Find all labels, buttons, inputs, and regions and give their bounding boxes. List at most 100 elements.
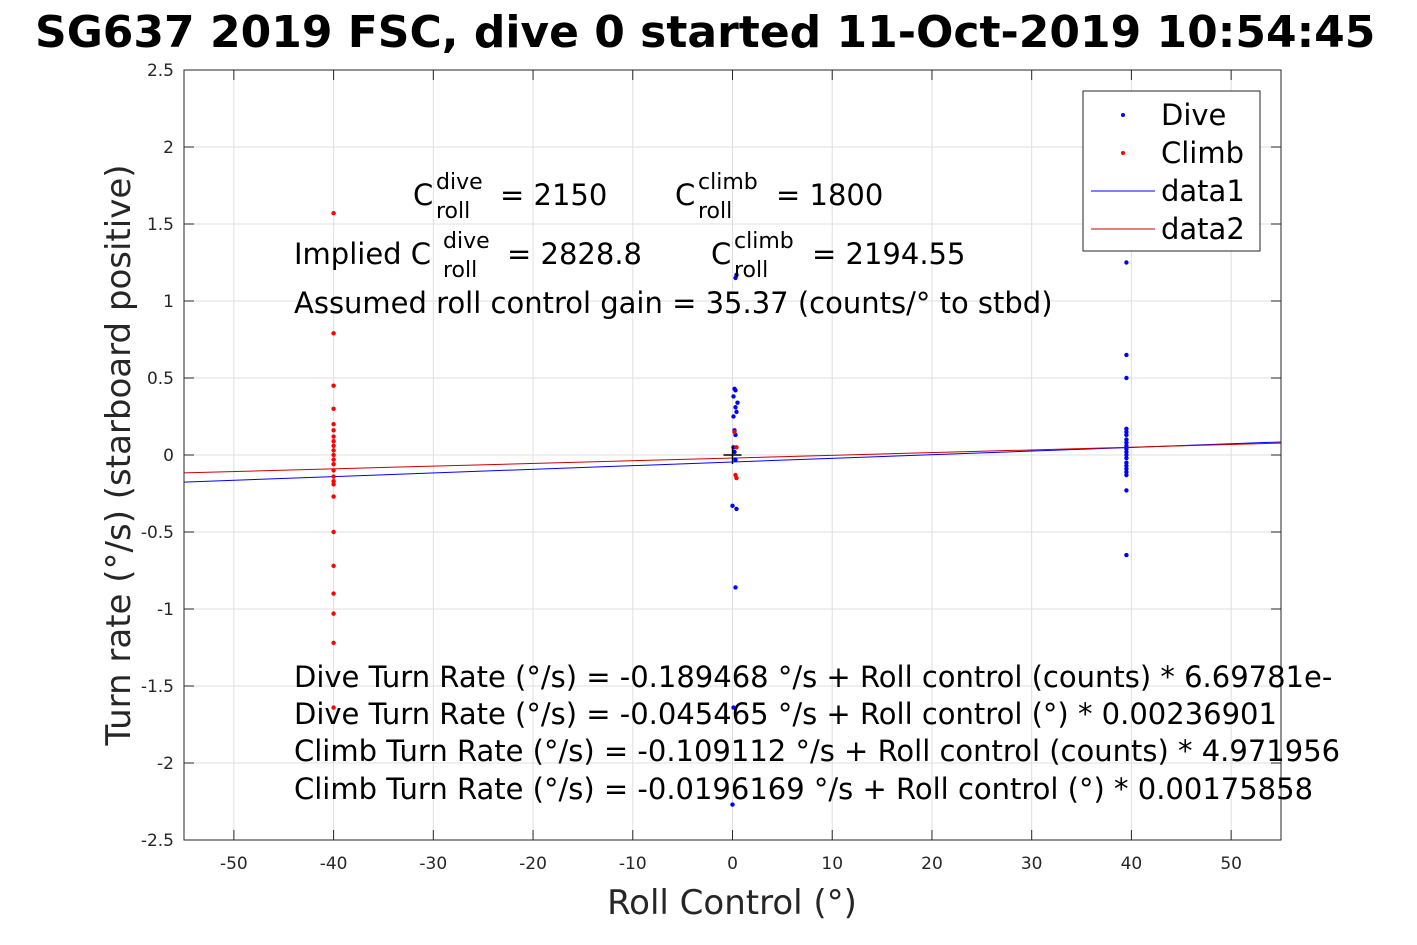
point-dive xyxy=(1124,443,1129,448)
point-dive xyxy=(731,414,736,419)
anno-sup: climb xyxy=(734,229,794,254)
point-climb xyxy=(331,331,336,336)
annotation-gain: Assumed roll control gain = 35.37 (count… xyxy=(294,286,1053,320)
x-tick-label: 0 xyxy=(727,854,738,874)
anno-value: = 1800 xyxy=(776,178,883,212)
annotation-implied-climb: C climb roll = 2194.55 xyxy=(711,229,965,283)
point-climb xyxy=(732,429,737,435)
point-climb xyxy=(331,211,336,216)
point-dive xyxy=(1124,449,1129,455)
point-dive xyxy=(731,394,736,399)
x-tick-label: -30 xyxy=(419,854,447,874)
anno-sub: roll xyxy=(436,199,470,224)
point-climb xyxy=(331,443,336,448)
point-climb xyxy=(331,457,336,462)
x-tick-label: 50 xyxy=(1220,854,1242,874)
point-dive xyxy=(1124,437,1129,442)
point-dive xyxy=(1124,488,1129,493)
legend-data1-label: data1 xyxy=(1161,174,1245,208)
point-dive xyxy=(1124,446,1129,452)
y-tick-label: 0 xyxy=(163,446,174,466)
anno-sub: roll xyxy=(734,258,768,283)
annotation-c-roll-dive: C dive roll = 2150 xyxy=(413,170,607,224)
point-dive xyxy=(730,503,735,509)
point-dive xyxy=(1124,432,1129,438)
legend-climb-marker xyxy=(1121,151,1125,155)
x-tick-label: 20 xyxy=(921,854,943,874)
legend: Dive Climb data1 data2 xyxy=(1082,90,1261,252)
legend-dive-marker xyxy=(1121,113,1125,117)
point-dive xyxy=(733,585,738,590)
point-climb xyxy=(331,383,336,388)
point-dive xyxy=(730,802,735,807)
legend-data2-label: data2 xyxy=(1161,212,1245,246)
point-climb xyxy=(331,434,336,439)
point-dive xyxy=(733,405,738,410)
point-climb xyxy=(331,462,336,467)
point-climb xyxy=(331,422,336,427)
point-climb xyxy=(331,474,336,479)
point-dive xyxy=(1124,472,1129,478)
point-climb xyxy=(331,468,336,473)
x-tick-label: 40 xyxy=(1121,854,1143,874)
point-climb xyxy=(331,482,336,487)
point-dive xyxy=(1124,440,1129,445)
point-climb xyxy=(331,705,336,710)
point-dive xyxy=(1124,463,1129,468)
y-tick-label: 0.5 xyxy=(147,369,174,389)
point-climb xyxy=(331,591,336,596)
anno-value: = 2194.55 xyxy=(812,237,965,271)
legend-climb-label: Climb xyxy=(1161,136,1244,170)
point-dive xyxy=(1124,352,1129,358)
axis-ticks: -50 -40 -30 -20 -10 0 10 20 30 40 50 2.5 2 1.5 1 0.5 0 -0… xyxy=(141,61,1281,874)
anno-sup: climb xyxy=(698,170,758,195)
point-climb xyxy=(331,494,336,499)
fit-line-text-3: Climb Turn Rate (°/s) = -0.109112 °/s + … xyxy=(294,734,1340,768)
legend-box xyxy=(1082,90,1261,252)
y-tick-label: -2.5 xyxy=(141,831,174,851)
anno-prefix: Implied C xyxy=(294,237,431,271)
y-tick-label: -1.5 xyxy=(141,677,174,697)
x-tick-label: -10 xyxy=(619,854,647,874)
point-dive xyxy=(734,506,739,512)
point-dive xyxy=(1124,466,1129,472)
x-tick-label: -50 xyxy=(220,854,248,874)
legend-dive-label: Dive xyxy=(1161,98,1226,132)
point-dive xyxy=(733,457,738,462)
point-dive xyxy=(1124,375,1129,381)
point-dive xyxy=(1124,429,1129,435)
x-tick-label: -40 xyxy=(320,854,348,874)
y-tick-label: -0.5 xyxy=(141,523,174,543)
point-climb xyxy=(331,529,336,535)
y-tick-label: 2.5 xyxy=(147,61,174,81)
anno-sub: roll xyxy=(443,258,477,283)
y-tick-label: -2 xyxy=(157,754,174,774)
origin-marker xyxy=(723,446,742,464)
fit-line-text-1: Dive Turn Rate (°/s) = -0.189468 °/s + R… xyxy=(294,660,1332,694)
point-dive xyxy=(1124,426,1129,432)
anno-sup: dive xyxy=(443,229,490,254)
point-dive xyxy=(734,272,739,278)
x-axis-label: Roll Control (°) xyxy=(607,883,857,923)
point-climb xyxy=(331,448,336,453)
y-tick-label: 1 xyxy=(163,292,174,312)
y-tick-label: 2 xyxy=(163,138,174,158)
point-dive xyxy=(733,388,738,393)
point-climb xyxy=(331,563,336,569)
anno-prefix: C xyxy=(413,178,433,212)
point-dive xyxy=(1124,552,1129,558)
point-dive xyxy=(734,409,739,415)
point-climb xyxy=(331,611,336,616)
anno-prefix: C xyxy=(711,237,731,271)
point-dive xyxy=(735,400,740,405)
point-climb xyxy=(331,438,336,444)
annotation-c-roll-climb: C climb roll = 1800 xyxy=(675,170,883,224)
y-tick-label: -1 xyxy=(157,600,174,620)
point-climb xyxy=(331,478,336,484)
anno-sup: dive xyxy=(436,170,483,195)
anno-value: = 2828.8 xyxy=(507,237,642,271)
point-dive xyxy=(1124,260,1129,265)
point-climb xyxy=(331,452,336,458)
chart-title: SG637 2019 FSC, dive 0 started 11-Oct-20… xyxy=(35,7,1375,58)
